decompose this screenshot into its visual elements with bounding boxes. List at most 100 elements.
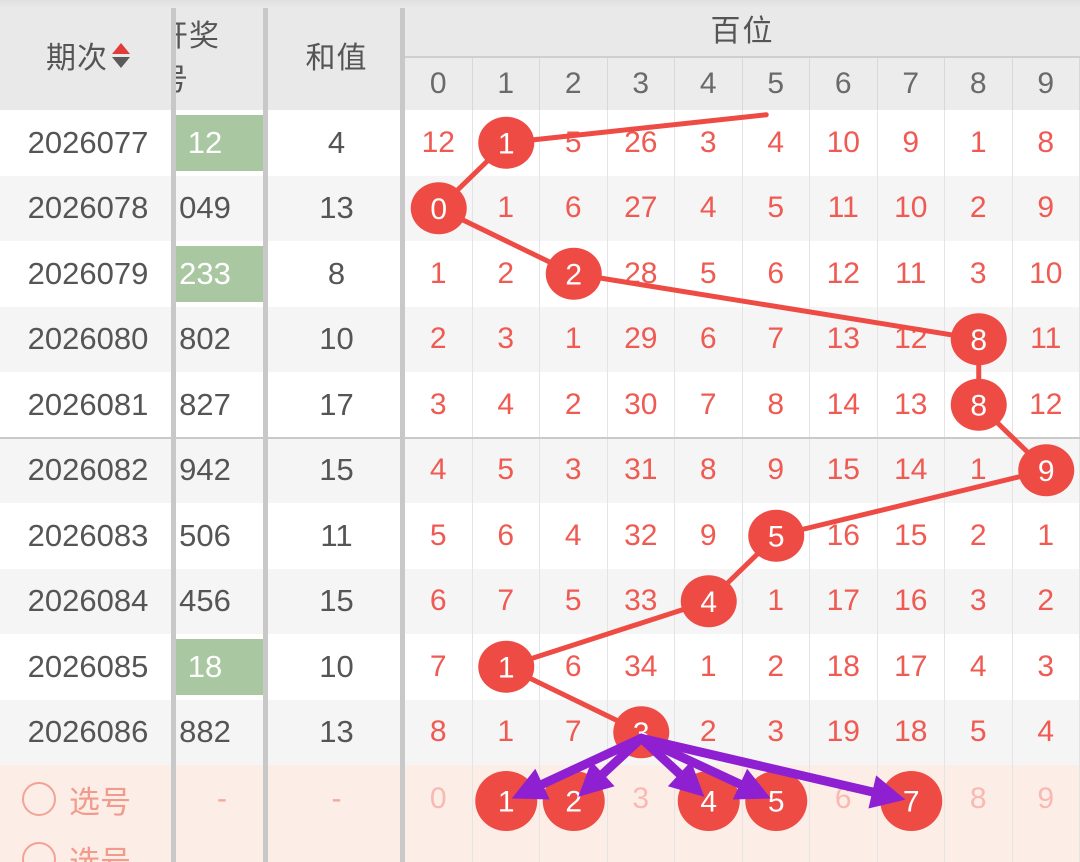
grid-cell[interactable]: 2 [540,765,608,833]
grid-cell[interactable]: 2 [405,306,473,372]
grid-cell[interactable]: 13 [810,306,878,372]
radio-circle-icon[interactable] [22,842,56,862]
grid-cell[interactable]: 5 [405,503,473,569]
sort-desc-icon[interactable] [112,56,130,68]
grid-cell[interactable]: 8 [675,437,743,503]
grid-cell[interactable]: 9 [743,437,810,503]
grid-cell[interactable]: 8 [945,372,1013,438]
select-row-label-cell[interactable]: 选号 [0,765,176,833]
grid-row[interactable]: 3 4 2 30 7 8 14 13 8 12 [405,372,1080,438]
grid-cell[interactable]: 17 [878,634,945,700]
digit-header-7[interactable]: 7 [878,58,945,110]
issue-cell[interactable]: 2026083 [0,503,176,569]
grid-row[interactable]: 8 1 7 3 2 3 19 18 5 4 [405,699,1080,765]
issue-cell[interactable]: 2026084 [0,568,176,634]
digit-header-3[interactable]: 3 [608,58,675,110]
grid-cell[interactable]: 3 [473,306,540,372]
grid-cell[interactable]: 7 [473,568,540,634]
grid-cell[interactable]: 5 [540,568,608,634]
sum-cell[interactable]: 10 [268,634,405,700]
grid-cell[interactable]: 4 [675,765,743,833]
sort-updown-icon[interactable] [112,42,130,68]
grid-cell[interactable]: 5 [675,241,743,307]
grid-cell[interactable]: 28 [608,241,675,307]
grid-cell[interactable]: 8 [945,306,1013,372]
grid-cell[interactable]: 6 [540,634,608,700]
grid-cell[interactable]: 0 [405,175,473,241]
grid-cell[interactable]: 8 [1013,110,1080,176]
grid-cell[interactable]: 18 [878,699,945,765]
grid-cell[interactable]: 1 [473,110,540,176]
grid-cell[interactable]: 15 [878,503,945,569]
grid-cell[interactable]: 31 [608,437,675,503]
sum-cell[interactable]: 13 [268,175,405,241]
grid-cell[interactable] [675,833,743,862]
grid-row[interactable]: 1 2 2 28 5 6 12 11 3 10 [405,241,1080,307]
issue-cell[interactable]: 2026081 [0,372,176,438]
grid-cell[interactable]: 4 [675,568,743,634]
grid-cell[interactable]: 15 [810,437,878,503]
grid-cell[interactable]: 4 [405,437,473,503]
grid-cell[interactable]: 11 [810,175,878,241]
grid-cell[interactable] [945,833,1013,862]
winning-number-cell[interactable]: 827 [176,372,268,438]
grid-cell[interactable]: 5 [473,437,540,503]
issue-header[interactable]: 期次 [0,0,176,110]
grid-cell[interactable]: 0 [405,765,473,833]
grid-cell[interactable]: 9 [1013,765,1080,833]
grid-cell[interactable]: 8 [743,372,810,438]
grid-row[interactable]: 6 7 5 33 4 1 17 16 3 2 [405,568,1080,634]
grid-cell[interactable]: 4 [945,634,1013,700]
grid-cell[interactable]: 2 [540,372,608,438]
grid-cell[interactable]: 3 [608,765,675,833]
grid-cell[interactable]: 8 [405,699,473,765]
grid-row[interactable]: 5 6 4 32 9 5 16 15 2 1 [405,503,1080,569]
grid-cell[interactable]: 32 [608,503,675,569]
sum-cell[interactable]: 8 [268,241,405,307]
grid-cell[interactable]: 7 [540,699,608,765]
grid-cell[interactable]: 1 [945,110,1013,176]
grid-cell[interactable]: 1 [405,241,473,307]
grid-cell[interactable] [743,833,810,862]
digit-header-4[interactable]: 4 [675,58,743,110]
grid-cell[interactable] [405,833,473,862]
digit-grid-body[interactable]: 12 1 5 26 3 4 10 9 1 8 0 1 6 27 4 5 11 10 2 9 1 2 2 28 5 6 12 11 3 10… [405,110,1080,862]
grid-cell[interactable]: 1 [945,437,1013,503]
digit-header-6[interactable]: 6 [810,58,878,110]
grid-cell[interactable]: 6 [405,568,473,634]
grid-cell[interactable]: 9 [1013,175,1080,241]
sum-cell[interactable]: 11 [268,503,405,569]
grid-cell[interactable]: 4 [1013,699,1080,765]
grid-cell[interactable]: 12 [405,110,473,176]
grid-cell[interactable]: 14 [878,437,945,503]
grid-cell[interactable] [878,833,945,862]
grid-cell[interactable] [810,833,878,862]
grid-cell[interactable]: 16 [878,568,945,634]
winning-number-cell[interactable]: 233 [176,241,268,307]
grid-row[interactable]: 0 1 6 27 4 5 11 10 2 9 [405,175,1080,241]
grid-cell[interactable] [540,833,608,862]
winning-number-cell[interactable]: 506 [176,503,268,569]
grid-cell[interactable]: 26 [608,110,675,176]
grid-cell[interactable]: 10 [878,175,945,241]
grid-cell[interactable]: 6 [810,765,878,833]
grid-cell[interactable]: 12 [1013,372,1080,438]
winning-number-cell[interactable]: 802 [176,306,268,372]
grid-cell[interactable]: 11 [878,241,945,307]
grid-cell[interactable]: 4 [473,372,540,438]
digit-header-5[interactable]: 5 [743,58,810,110]
grid-row[interactable]: 2 3 1 29 6 7 13 12 8 11 [405,306,1080,372]
grid-row[interactable]: 12 1 5 26 3 4 10 9 1 8 [405,110,1080,176]
sum-cell[interactable]: 15 [268,437,405,503]
grid-cell[interactable]: 6 [743,241,810,307]
grid-cell[interactable]: 2 [945,503,1013,569]
grid-cell[interactable]: 30 [608,372,675,438]
sum-cell[interactable]: 4 [268,110,405,176]
digit-header-0[interactable]: 0 [405,58,473,110]
grid-cell[interactable]: 12 [878,306,945,372]
grid-cell[interactable]: 7 [675,372,743,438]
grid-cell[interactable]: 1 [675,634,743,700]
grid-cell[interactable]: 16 [810,503,878,569]
